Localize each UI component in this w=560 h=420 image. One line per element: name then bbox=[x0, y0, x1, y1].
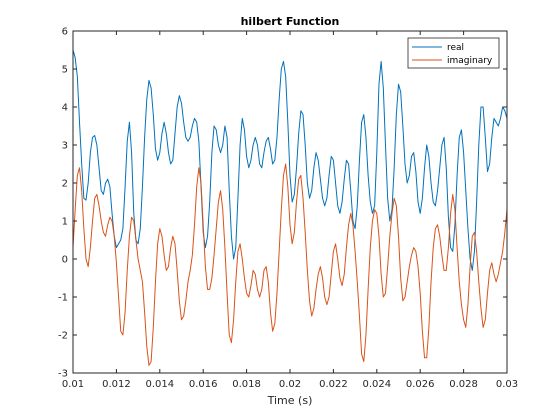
series-line-imaginary bbox=[72, 163, 508, 366]
x-tick-label: 0.028 bbox=[449, 379, 478, 390]
legend-box bbox=[407, 37, 500, 69]
legend-label-real: real bbox=[447, 43, 464, 53]
legend: real imaginary bbox=[407, 37, 500, 69]
y-tick-label: -2 bbox=[58, 331, 68, 342]
series-layer bbox=[72, 49, 508, 366]
x-axis-ticks: 0.01 0.012 0.014 0.016 0.018 0.02 0.022 0.024 0.… bbox=[62, 31, 518, 390]
x-tick-label: 0.012 bbox=[102, 379, 131, 390]
plot-area bbox=[73, 31, 507, 373]
x-tick-label: 0.022 bbox=[319, 379, 348, 390]
y-tick-label: 6 bbox=[62, 27, 68, 38]
y-tick-label: 3 bbox=[62, 141, 68, 152]
x-tick-label: 0.024 bbox=[362, 379, 391, 390]
y-tick-label: 1 bbox=[62, 217, 68, 228]
x-tick-label: 0.016 bbox=[189, 379, 218, 390]
x-tick-label: 0.018 bbox=[232, 379, 261, 390]
x-tick-label: 0.014 bbox=[145, 379, 174, 390]
x-tick-label: 0.03 bbox=[496, 379, 518, 390]
y-tick-label: 4 bbox=[62, 103, 68, 114]
x-tick-label: 0.01 bbox=[62, 379, 84, 390]
y-axis-ticks: -3 -2 -1 0 1 2 3 4 5 6 bbox=[58, 27, 507, 380]
y-tick-label: -1 bbox=[58, 293, 68, 304]
y-tick-label: 2 bbox=[62, 179, 68, 190]
series-line-real bbox=[72, 49, 508, 271]
legend-label-imaginary: imaginary bbox=[447, 56, 493, 66]
chart-title: hilbert Function bbox=[241, 15, 340, 28]
x-tick-label: 0.02 bbox=[279, 379, 301, 390]
y-tick-label: -3 bbox=[58, 369, 68, 380]
x-tick-label: 0.026 bbox=[406, 379, 435, 390]
y-tick-label: 0 bbox=[62, 255, 68, 266]
x-axis-label: Time (s) bbox=[267, 394, 313, 407]
y-tick-label: 5 bbox=[62, 65, 68, 76]
